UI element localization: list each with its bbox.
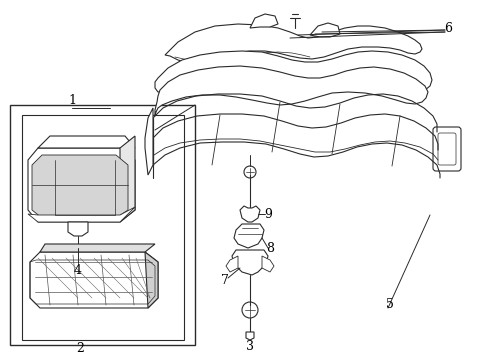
Polygon shape xyxy=(40,244,155,252)
Text: 4: 4 xyxy=(74,264,82,276)
Polygon shape xyxy=(145,252,158,308)
Bar xyxy=(10,105,195,345)
Polygon shape xyxy=(68,222,88,236)
Polygon shape xyxy=(32,155,128,218)
Polygon shape xyxy=(234,224,264,248)
Polygon shape xyxy=(165,24,422,63)
Text: 8: 8 xyxy=(266,242,274,255)
Bar xyxy=(22,115,184,340)
Text: 9: 9 xyxy=(264,207,272,220)
Polygon shape xyxy=(145,108,153,175)
Text: 5: 5 xyxy=(386,298,394,311)
Circle shape xyxy=(242,302,258,318)
Polygon shape xyxy=(250,14,278,28)
Text: 3: 3 xyxy=(246,339,254,352)
Polygon shape xyxy=(120,136,135,222)
Text: 2: 2 xyxy=(76,342,84,355)
Polygon shape xyxy=(155,66,428,116)
Polygon shape xyxy=(38,136,135,148)
Polygon shape xyxy=(30,252,158,308)
Polygon shape xyxy=(310,23,340,37)
Text: 6: 6 xyxy=(444,22,452,35)
Polygon shape xyxy=(28,148,135,222)
FancyBboxPatch shape xyxy=(438,133,456,165)
FancyBboxPatch shape xyxy=(433,127,461,171)
Text: 1: 1 xyxy=(68,94,76,107)
Polygon shape xyxy=(246,332,254,340)
Polygon shape xyxy=(262,256,274,272)
Polygon shape xyxy=(226,256,238,272)
Polygon shape xyxy=(155,51,432,92)
Polygon shape xyxy=(232,250,268,275)
Text: 7: 7 xyxy=(221,274,229,287)
Polygon shape xyxy=(28,207,135,222)
Circle shape xyxy=(244,166,256,178)
Polygon shape xyxy=(240,206,260,222)
